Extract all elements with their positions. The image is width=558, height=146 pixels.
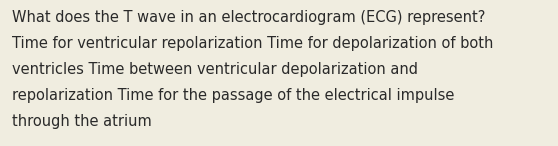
Text: through the atrium: through the atrium [12,114,152,129]
Text: What does the T wave in an electrocardiogram (ECG) represent?: What does the T wave in an electrocardio… [12,10,485,25]
Text: repolarization Time for the passage of the electrical impulse: repolarization Time for the passage of t… [12,88,455,103]
Text: Time for ventricular repolarization Time for depolarization of both: Time for ventricular repolarization Time… [12,36,494,51]
Text: ventricles Time between ventricular depolarization and: ventricles Time between ventricular depo… [12,62,418,77]
